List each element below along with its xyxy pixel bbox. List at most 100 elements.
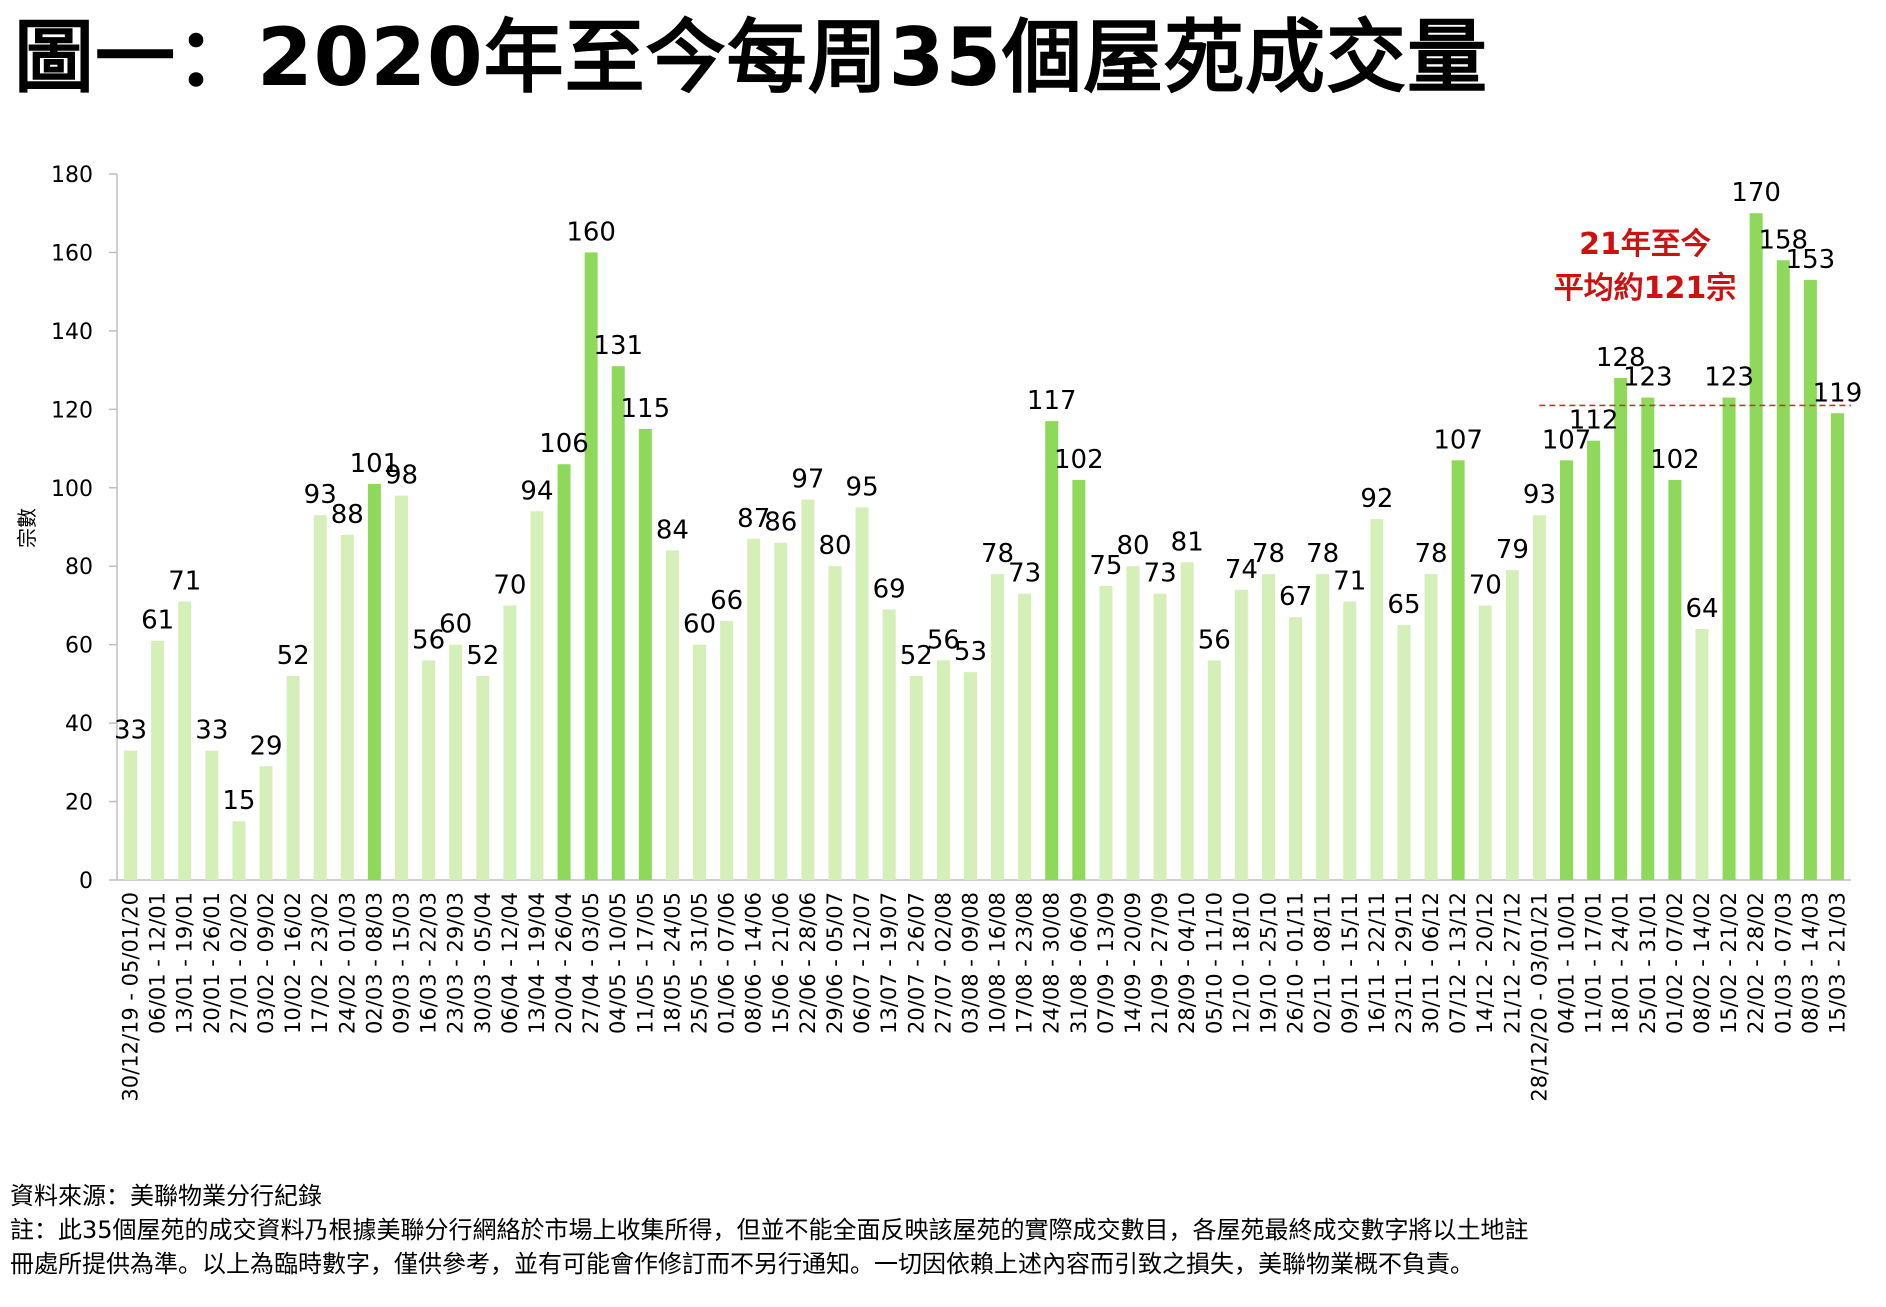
bar-value-label: 170 — [1731, 178, 1781, 208]
bar-value-label: 56 — [412, 625, 445, 655]
bar-value-label: 71 — [168, 567, 201, 597]
bar — [1614, 377, 1628, 880]
bar-value-label: 84 — [656, 516, 689, 546]
bar-value-label: 53 — [954, 637, 987, 667]
bar — [367, 483, 381, 880]
x-tick-label: 21/09 - 27/09 — [1148, 892, 1172, 1034]
bar-value-label: 71 — [1333, 567, 1366, 597]
bar — [882, 609, 896, 880]
average-annotation-line2: 平均約121宗 — [1554, 271, 1737, 306]
bar — [747, 538, 761, 880]
y-tick-label: 60 — [65, 634, 93, 659]
bar — [1316, 574, 1330, 880]
bar-value-label: 88 — [331, 500, 364, 530]
bar-value-label: 60 — [439, 610, 472, 640]
x-tick-label: 01/02 - 07/02 — [1663, 892, 1687, 1034]
bar-value-label: 64 — [1685, 594, 1718, 624]
bar — [1451, 460, 1465, 880]
x-tick-label: 20/01 - 26/01 — [200, 892, 224, 1034]
x-tick-label: 14/09 - 20/09 — [1121, 892, 1145, 1034]
x-tick-label: 27/07 - 02/08 — [931, 892, 955, 1034]
bar — [1830, 413, 1844, 880]
x-tick-label: 04/05 - 10/05 — [606, 892, 630, 1034]
bar-value-label: 87 — [737, 504, 770, 534]
y-tick-label: 120 — [51, 398, 93, 423]
x-tick-label: 03/02 - 09/02 — [254, 892, 278, 1034]
bar — [1180, 562, 1194, 880]
bar — [1072, 479, 1086, 880]
x-tick-label: 19/10 - 25/10 — [1256, 892, 1280, 1034]
x-tick-label: 02/03 - 08/03 — [362, 892, 386, 1034]
x-tick-label: 25/05 - 31/05 — [688, 892, 712, 1034]
bar-value-label: 95 — [846, 472, 879, 502]
bar — [774, 542, 788, 880]
bar — [665, 550, 679, 880]
x-tick-label: 09/03 - 15/03 — [389, 892, 413, 1034]
bar — [1289, 617, 1303, 880]
bar — [1505, 570, 1519, 880]
bar-value-label: 153 — [1786, 245, 1836, 275]
bar-value-label: 74 — [1225, 555, 1258, 585]
y-tick-label: 140 — [51, 320, 93, 345]
y-tick-label: 80 — [65, 555, 93, 580]
bar — [124, 750, 138, 880]
bar — [936, 660, 950, 880]
bar-value-label: 112 — [1569, 406, 1619, 436]
source-note: 資料來源：美聯物業分行紀錄 — [10, 1182, 322, 1210]
bar — [1397, 625, 1411, 880]
bar-value-label: 60 — [683, 610, 716, 640]
bar-value-label: 67 — [1279, 582, 1312, 612]
bar-value-label: 56 — [927, 625, 960, 655]
bar — [394, 495, 408, 880]
bar — [1749, 213, 1763, 880]
x-tick-label: 20/07 - 26/07 — [904, 892, 928, 1034]
bar-value-label: 80 — [818, 531, 851, 561]
bar-value-label: 29 — [249, 731, 282, 761]
x-tick-label: 03/08 - 09/08 — [958, 892, 982, 1034]
x-tick-label: 21/12 - 27/12 — [1500, 892, 1524, 1034]
x-tick-label: 13/07 - 19/07 — [877, 892, 901, 1034]
x-tick-label: 09/11 - 15/11 — [1338, 892, 1362, 1034]
x-tick-label: 07/09 - 13/09 — [1094, 892, 1118, 1034]
x-tick-label: 28/09 - 04/10 — [1175, 892, 1199, 1034]
bar-value-label: 92 — [1360, 484, 1393, 514]
bar — [720, 621, 734, 880]
bar — [1018, 593, 1032, 880]
x-tick-label: 30/03 - 05/04 — [471, 892, 495, 1034]
bar — [1370, 519, 1384, 880]
bar-value-label: 56 — [1198, 625, 1231, 655]
bar-value-label: 94 — [520, 476, 553, 506]
bar-value-label: 61 — [141, 606, 174, 636]
bar-value-label: 86 — [764, 508, 797, 538]
x-tick-label: 05/10 - 11/10 — [1202, 892, 1226, 1034]
x-tick-label: 17/08 - 23/08 — [1013, 892, 1037, 1034]
bar — [530, 511, 544, 880]
x-tick-label: 18/01 - 24/01 — [1609, 892, 1633, 1034]
y-tick-label: 0 — [79, 869, 93, 894]
bar — [828, 566, 842, 880]
x-tick-label: 18/05 - 24/05 — [660, 892, 684, 1034]
bar-value-label: 158 — [1758, 225, 1808, 255]
y-tick-label: 160 — [51, 241, 93, 266]
bar-value-label: 123 — [1704, 363, 1754, 393]
bar — [1261, 574, 1275, 880]
bar-value-label: 81 — [1171, 527, 1204, 557]
bar — [801, 499, 815, 880]
bar — [1803, 279, 1817, 880]
bar-value-label: 79 — [1496, 535, 1529, 565]
x-tick-label: 28/12/20 - 03/01/21 — [1527, 892, 1551, 1102]
bar-value-label: 131 — [593, 331, 643, 361]
y-tick-label: 100 — [51, 477, 93, 502]
bar-value-label: 33 — [195, 716, 228, 746]
x-tick-label: 06/07 - 12/07 — [850, 892, 874, 1034]
bar-value-label: 78 — [1306, 539, 1339, 569]
bar-value-label: 73 — [1144, 559, 1177, 589]
bar-value-label: 102 — [1650, 445, 1700, 475]
bar-value-label: 98 — [385, 461, 418, 491]
x-tick-label: 23/03 - 29/03 — [444, 892, 468, 1034]
x-tick-label: 15/02 - 21/02 — [1717, 892, 1741, 1034]
bar — [611, 366, 625, 880]
disclaimer-line1: 註：此35個屋苑的成交資料乃根據美聯分行網絡於市場上收集所得，但並不能全面反映該… — [10, 1216, 1529, 1244]
x-tick-label: 24/02 - 01/03 — [335, 892, 359, 1034]
x-tick-label: 15/03 - 21/03 — [1825, 892, 1849, 1034]
